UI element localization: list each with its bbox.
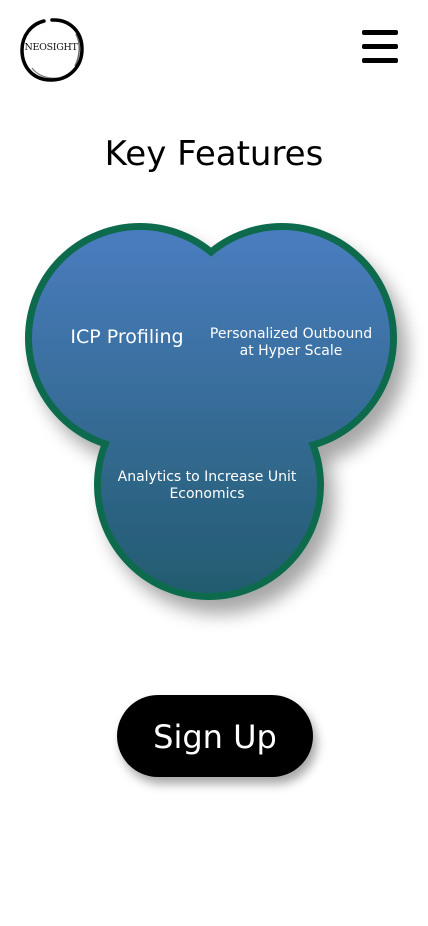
- logo-text: NEOSIGHT: [24, 42, 78, 53]
- brush-circle-icon: [20, 18, 84, 82]
- features-blob: [25, 223, 397, 600]
- sign-up-button[interactable]: Sign Up: [117, 695, 313, 777]
- feature-personalized-outbound: Personalized Outbound at Hyper Scale: [209, 326, 373, 359]
- brand-logo[interactable]: NEOSIGHT: [18, 16, 86, 84]
- feature-icp-profiling: ICP Profiling: [70, 326, 184, 348]
- page-title: Key Features: [104, 134, 324, 174]
- menu-button[interactable]: [362, 30, 400, 66]
- feature-analytics: Analytics to Increase Unit Economics: [117, 469, 297, 502]
